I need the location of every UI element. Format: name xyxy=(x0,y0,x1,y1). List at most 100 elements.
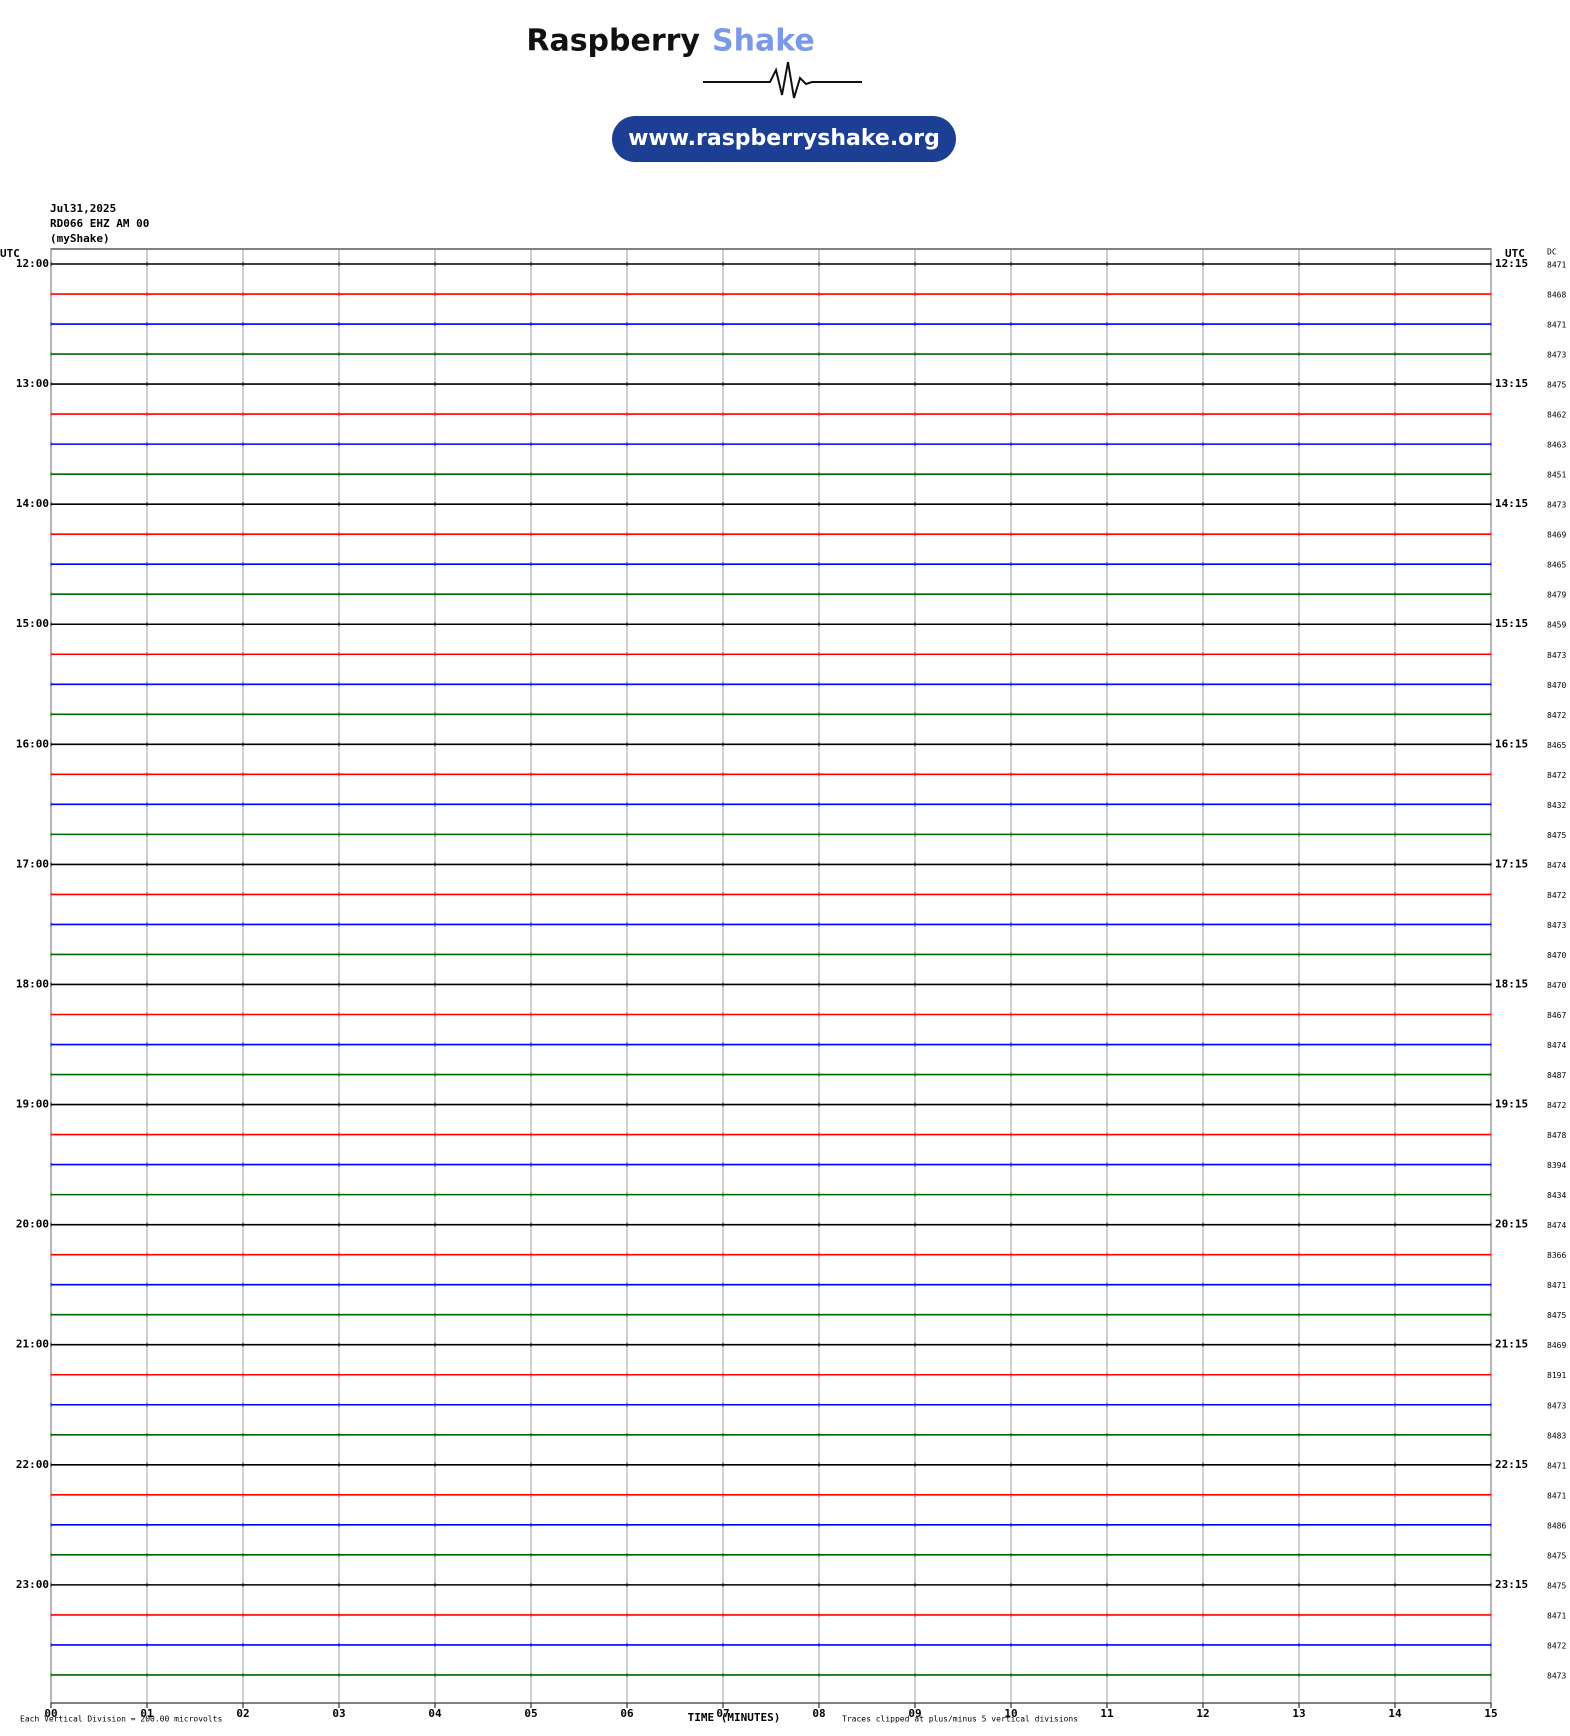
x-tick-label: 02 xyxy=(236,1707,249,1720)
right-time-label: 18:15 xyxy=(1495,977,1528,990)
left-time-label: 19:00 xyxy=(16,1098,49,1111)
dc-value: 8473 xyxy=(1547,921,1566,930)
dc-value: 8475 xyxy=(1547,831,1566,840)
dc-value: 8478 xyxy=(1547,1131,1566,1140)
dc-value: 8473 xyxy=(1547,1671,1566,1680)
dc-value: 8459 xyxy=(1547,621,1566,630)
left-time-label: 16:00 xyxy=(16,737,49,750)
left-time-label: 22:00 xyxy=(16,1458,49,1471)
right-time-label: 13:15 xyxy=(1495,377,1528,390)
url-pill[interactable] xyxy=(612,116,956,162)
x-tick-label: 07 xyxy=(716,1707,729,1720)
right-time-label: 16:15 xyxy=(1495,737,1528,750)
dc-value: 8475 xyxy=(1547,1581,1566,1590)
url[interactable]: www.raspberryshake.org xyxy=(628,126,940,151)
dc-value: 8472 xyxy=(1547,1641,1566,1650)
x-tick-label: 11 xyxy=(1100,1707,1114,1720)
x-tick-label: 12 xyxy=(1196,1707,1209,1720)
left-time-label: 20:00 xyxy=(16,1218,49,1231)
x-tick-label: 00 xyxy=(44,1707,57,1720)
x-tick-label: 08 xyxy=(812,1707,825,1720)
dc-value: 8394 xyxy=(1547,1161,1566,1170)
dc-value: 8462 xyxy=(1547,411,1566,420)
dc-value: 8471 xyxy=(1547,1491,1566,1500)
dc-value: 8470 xyxy=(1547,981,1566,990)
dc-value: 8470 xyxy=(1547,681,1566,690)
dc-value: 8434 xyxy=(1547,1191,1566,1200)
left-time-label: 14:00 xyxy=(16,497,49,510)
dc-value: 8471 xyxy=(1547,1461,1566,1470)
dc-value: 8471 xyxy=(1547,321,1566,330)
dc-value: 8451 xyxy=(1547,471,1566,480)
dc-value: 8366 xyxy=(1547,1251,1566,1260)
left-axis-title: UTC xyxy=(0,247,20,260)
dc-title: DC xyxy=(1547,248,1557,257)
right-time-label: 14:15 xyxy=(1495,497,1528,510)
dc-value: 8469 xyxy=(1547,1341,1566,1350)
right-time-label: 19:15 xyxy=(1495,1098,1528,1111)
x-tick-label: 06 xyxy=(620,1707,634,1720)
left-time-label: 23:00 xyxy=(16,1578,49,1591)
right-time-label: 22:15 xyxy=(1495,1458,1528,1471)
dc-value: 8467 xyxy=(1547,1011,1566,1020)
source: (myShake) xyxy=(50,232,110,245)
dc-value: 8473 xyxy=(1547,351,1566,360)
logo-wave xyxy=(703,61,862,99)
dc-value: 8472 xyxy=(1547,771,1566,780)
dc-value: 8474 xyxy=(1547,1221,1566,1230)
dc-value: 8471 xyxy=(1547,261,1566,270)
x-tick-label: 09 xyxy=(908,1707,921,1720)
right-time-label: 23:15 xyxy=(1495,1578,1528,1591)
scale-note: Each Vertical Division = 200.00 microvol… xyxy=(20,1715,222,1724)
right-time-label: 17:15 xyxy=(1495,857,1528,870)
left-time-label: 18:00 xyxy=(16,977,49,990)
left-time-label: 13:00 xyxy=(16,377,49,390)
dc-value: 8473 xyxy=(1547,1401,1566,1410)
clip-note: Traces clipped at plus/minus 5 vertical … xyxy=(842,1715,1078,1724)
plot-frame xyxy=(50,248,1492,1704)
dc-value: 8465 xyxy=(1547,561,1566,570)
dc-value: 8479 xyxy=(1547,591,1566,600)
left-time-label: 15:00 xyxy=(16,617,49,630)
x-tick-label: 15 xyxy=(1484,1707,1497,1720)
right-time-label: 21:15 xyxy=(1495,1338,1528,1351)
dc-value: 8473 xyxy=(1547,651,1566,660)
dc-value: 8472 xyxy=(1547,891,1566,900)
dc-value: 8473 xyxy=(1547,501,1566,510)
dc-value: 8472 xyxy=(1547,1101,1566,1110)
dc-value: 8463 xyxy=(1547,441,1566,450)
x-tick-label: 01 xyxy=(140,1707,154,1720)
dc-value: 8432 xyxy=(1547,801,1566,810)
x-tick-label: 04 xyxy=(428,1707,442,1720)
dc-value: 8475 xyxy=(1547,1311,1566,1320)
x-tick-label: 14 xyxy=(1388,1707,1402,1720)
left-time-label: 17:00 xyxy=(16,857,49,870)
dc-value: 8471 xyxy=(1547,1611,1566,1620)
dc-value: 8475 xyxy=(1547,381,1566,390)
x-axis-label: TIME (MINUTES) xyxy=(688,1711,781,1724)
right-axis-title: UTC xyxy=(1505,247,1525,260)
dc-value: 8487 xyxy=(1547,1071,1566,1080)
brand-first: Raspberry xyxy=(526,24,700,59)
x-tick-label: 13 xyxy=(1292,1707,1305,1720)
dc-value: 8471 xyxy=(1547,1281,1566,1290)
dc-value: 8475 xyxy=(1547,1551,1566,1560)
date: Jul31,2025 xyxy=(50,202,116,215)
left-time-label: 21:00 xyxy=(16,1338,49,1351)
x-tick-label: 03 xyxy=(332,1707,345,1720)
dc-value: 8468 xyxy=(1547,291,1566,300)
dc-value: 8486 xyxy=(1547,1521,1566,1530)
dc-value: 8470 xyxy=(1547,951,1566,960)
dc-value: 8483 xyxy=(1547,1431,1566,1440)
dc-value: 8474 xyxy=(1547,861,1566,870)
x-tick-label: 05 xyxy=(524,1707,537,1720)
brand-second: Shake xyxy=(712,24,815,59)
station: RD066 EHZ AM 00 xyxy=(50,217,149,230)
right-time-label: 15:15 xyxy=(1495,617,1528,630)
dc-value: 8191 xyxy=(1547,1371,1566,1380)
dc-value: 8474 xyxy=(1547,1041,1566,1050)
x-tick-label: 10 xyxy=(1004,1707,1017,1720)
right-time-label: 20:15 xyxy=(1495,1218,1528,1231)
dc-value: 8469 xyxy=(1547,531,1566,540)
